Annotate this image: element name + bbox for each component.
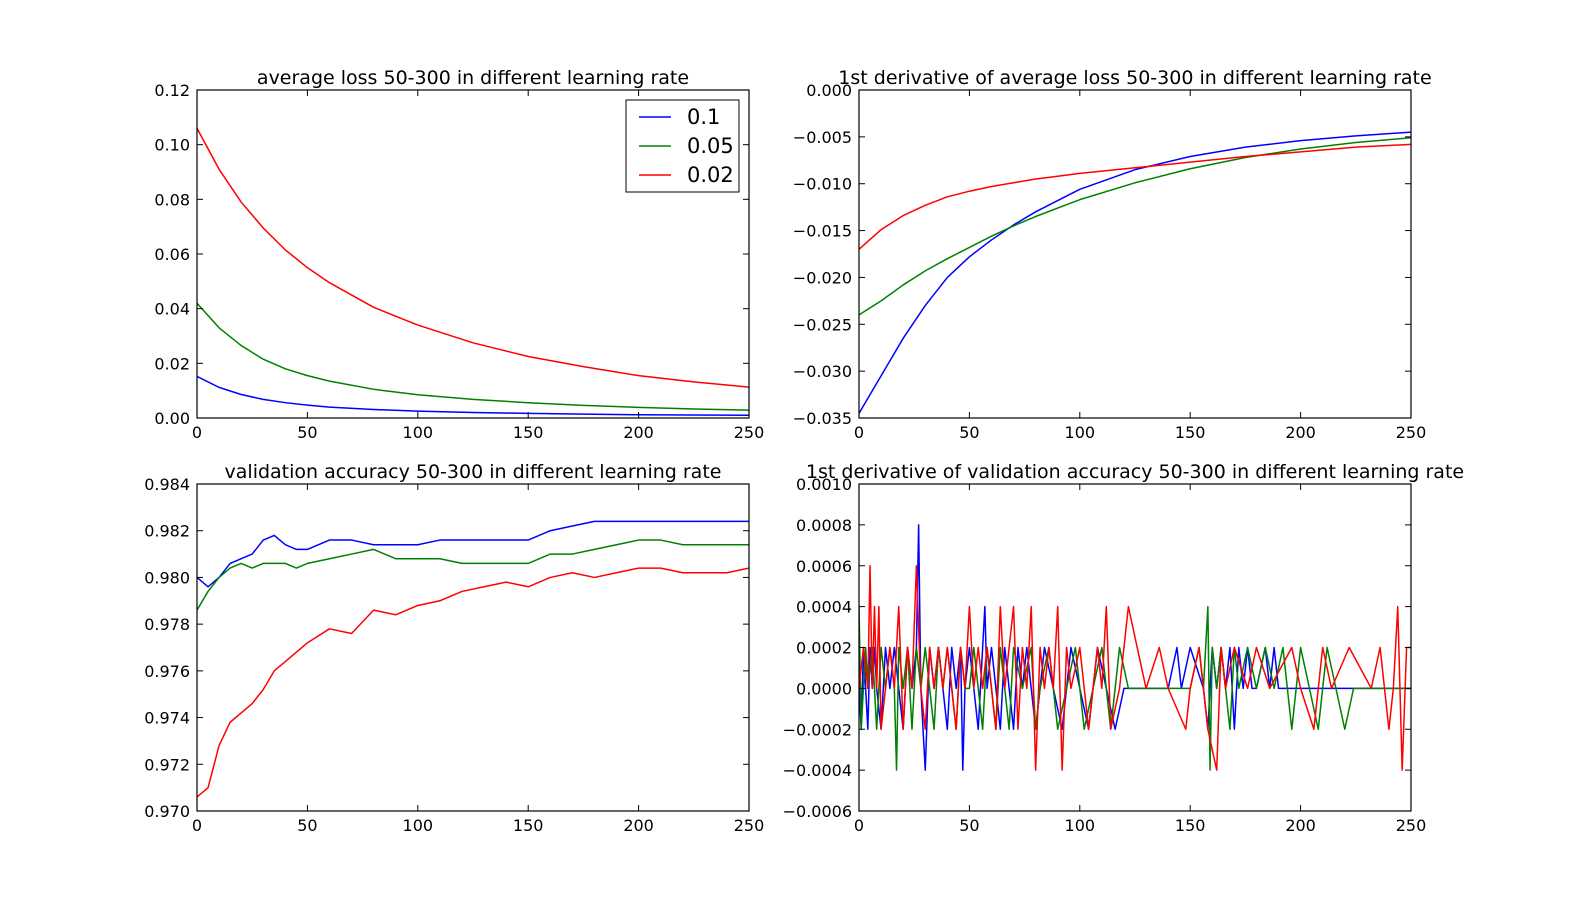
series-line-0.1	[197, 520, 749, 588]
x-tick-label: 50	[297, 816, 317, 835]
x-tick-label: 0	[854, 423, 864, 442]
y-tick-label: −0.030	[793, 362, 852, 381]
y-tick-label: 0.0006	[796, 557, 852, 576]
x-tick-label: 150	[1175, 423, 1206, 442]
series-line-0.02	[859, 565, 1411, 771]
x-tick-label: 150	[513, 423, 544, 442]
y-tick-label: −0.0002	[783, 720, 852, 739]
x-tick-label: 0	[854, 816, 864, 835]
x-tick-label: 200	[1285, 816, 1316, 835]
series-group	[859, 524, 1411, 771]
y-tick-label: −0.035	[793, 409, 852, 428]
y-tick-label: 0.974	[144, 709, 190, 728]
y-tick-label: 0.0004	[796, 598, 852, 617]
y-tick-label: 0.972	[144, 755, 190, 774]
subplot-4: 0 50 100 150 200 250 −0.0006 −0.0004 −0.0002 0.00…	[783, 461, 1464, 835]
series-line-0.02	[197, 127, 749, 388]
legend-label: 0.02	[687, 163, 734, 187]
y-tick-label: −0.020	[793, 268, 852, 287]
subplot-2: 0 50 100 150 200 250 −0.035 −0.030 −0.025 −0.020 −…	[793, 67, 1432, 442]
legend: 0.1 0.05 0.02	[625, 99, 740, 193]
y-tick-label: −0.0004	[783, 761, 852, 780]
y-tick-label: 0.04	[154, 300, 190, 319]
x-tick-label: 50	[959, 423, 979, 442]
y-tick-label: 0.0002	[796, 639, 852, 658]
y-tick-label: 0.12	[154, 81, 190, 100]
x-tick-label: 0	[192, 816, 202, 835]
series-group	[197, 127, 749, 417]
series-group	[859, 131, 1411, 414]
y-tick-label: 0.0008	[796, 516, 852, 535]
x-tick-label: 0	[192, 423, 202, 442]
x-tick-label: 200	[623, 423, 654, 442]
chart-title: 1st derivative of validation accuracy 50…	[806, 461, 1464, 483]
x-tick-label: 100	[403, 816, 434, 835]
chart-title: average loss 50-300 in different learnin…	[257, 67, 689, 89]
y-tick-label: 0.06	[154, 245, 190, 264]
y-tick-label: 0.980	[144, 568, 190, 587]
y-tick-label: −0.005	[793, 128, 852, 147]
series-line-0.1	[197, 375, 749, 417]
x-tick-label: 150	[1175, 816, 1206, 835]
subplot-3: 0 50 100 150 200 250 0.970 0.972 0.974 0.976 0.978…	[144, 461, 764, 835]
x-tick-label: 250	[1396, 816, 1427, 835]
x-tick-label: 200	[623, 816, 654, 835]
axes-frame	[196, 483, 750, 812]
y-tick-label: 0.984	[144, 475, 190, 494]
y-tick-label: 0.08	[154, 190, 190, 209]
x-tick-label: 100	[1065, 816, 1096, 835]
y-tick-label: −0.015	[793, 222, 852, 241]
chart-title: 1st derivative of average loss 50-300 in…	[838, 67, 1431, 89]
series-line-0.05	[859, 605, 1411, 771]
subplots: 0 50 100 150 200 2500.000.020.040.060.080.100…	[144, 67, 1464, 835]
x-tick-label: 100	[1065, 423, 1096, 442]
x-tick-label: 250	[1396, 423, 1427, 442]
x-tick-label: 150	[513, 816, 544, 835]
x-tick-label: 100	[403, 423, 434, 442]
series-line-0.05	[197, 302, 749, 411]
subplot-1: 0 50 100 150 200 250 0.00 0.02 0.04 0.06 0.08 0.10 0…	[154, 67, 764, 442]
y-tick-label: −0.025	[793, 315, 852, 334]
y-tick-label: 0.10	[154, 136, 190, 155]
y-tick-label: 0.0000	[796, 679, 852, 698]
y-tick-label: −0.010	[793, 175, 852, 194]
axes-frame	[858, 89, 1412, 419]
series-line-0.05	[197, 539, 749, 611]
y-tick-label: 0.982	[144, 522, 190, 541]
y-tick-label: −0.0006	[783, 802, 852, 821]
y-tick-label: 0.976	[144, 662, 190, 681]
y-tick-label: 0.0010	[796, 475, 852, 494]
x-tick-label: 250	[734, 423, 765, 442]
x-tick-label: 50	[959, 816, 979, 835]
y-tick-label: 0.970	[144, 802, 190, 821]
y-tick-label: 0.00	[154, 409, 190, 428]
x-tick-label: 200	[1285, 423, 1316, 442]
series-line-0.02	[859, 143, 1411, 250]
series-line-0.02	[197, 567, 749, 798]
legend-label: 0.05	[687, 134, 734, 158]
series-line-0.1	[859, 131, 1411, 414]
series-group	[197, 520, 749, 798]
legend-label: 0.1	[687, 105, 720, 129]
x-tick-label: 50	[297, 423, 317, 442]
y-tick-label: 0.978	[144, 615, 190, 634]
x-tick-label: 250	[734, 816, 765, 835]
chart-title: validation accuracy 50-300 in different …	[225, 461, 722, 483]
y-tick-label: 0.02	[154, 354, 190, 373]
y-tick-label: 0.000	[806, 81, 852, 100]
